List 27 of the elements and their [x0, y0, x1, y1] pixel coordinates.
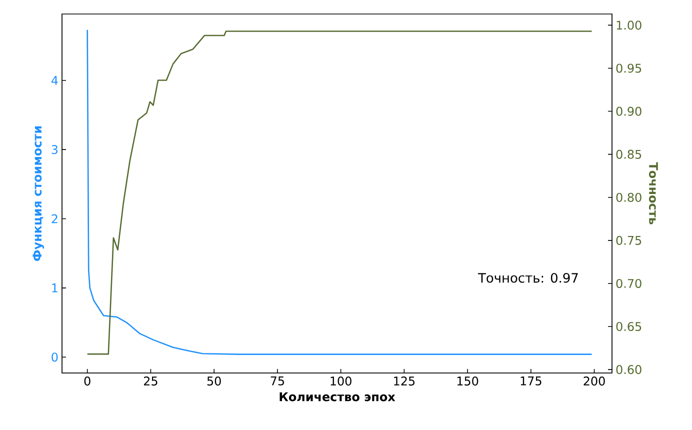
y-tick-label: 1 — [52, 284, 58, 292]
x-tick-label: 150 — [457, 376, 478, 386]
y-tick-label: 0 — [52, 352, 58, 362]
y2-axis-title: Точность — [648, 162, 658, 224]
x-tick-label: 75 — [270, 376, 284, 386]
x-tick-label: 25 — [144, 376, 158, 386]
annotation: Точность: 0.97 — [478, 272, 578, 283]
x-tick-label: 175 — [520, 376, 542, 386]
x-axis-title: Количество эпох — [280, 392, 396, 402]
y2-tick-label: 0.70 — [616, 278, 642, 288]
y-tick-label: 3 — [52, 145, 58, 154]
y2-tick-label: 0.85 — [616, 150, 642, 159]
y2-tick-label: 0.80 — [616, 192, 642, 202]
y-tick-label: 4 — [51, 76, 58, 85]
x-tick-label: 200 — [584, 376, 605, 386]
x-tick-label: 50 — [207, 376, 221, 386]
y2-tick-label: 0.75 — [616, 236, 642, 245]
x-tick-label: 100 — [330, 376, 352, 386]
y-tick-label: 2 — [52, 214, 58, 224]
y2-tick-label: 0.60 — [616, 365, 642, 374]
x-tick-label: 125 — [394, 376, 415, 386]
y2-tick-label: 0.65 — [616, 322, 642, 332]
y2-tick-label: 0.90 — [616, 106, 642, 116]
y-axis-title: Функция стоимости — [32, 126, 44, 261]
y2-tick-label: 0.95 — [616, 64, 642, 73]
x-tick-label: 0 — [84, 376, 90, 386]
y2-tick-label: 1.00 — [616, 20, 642, 30]
